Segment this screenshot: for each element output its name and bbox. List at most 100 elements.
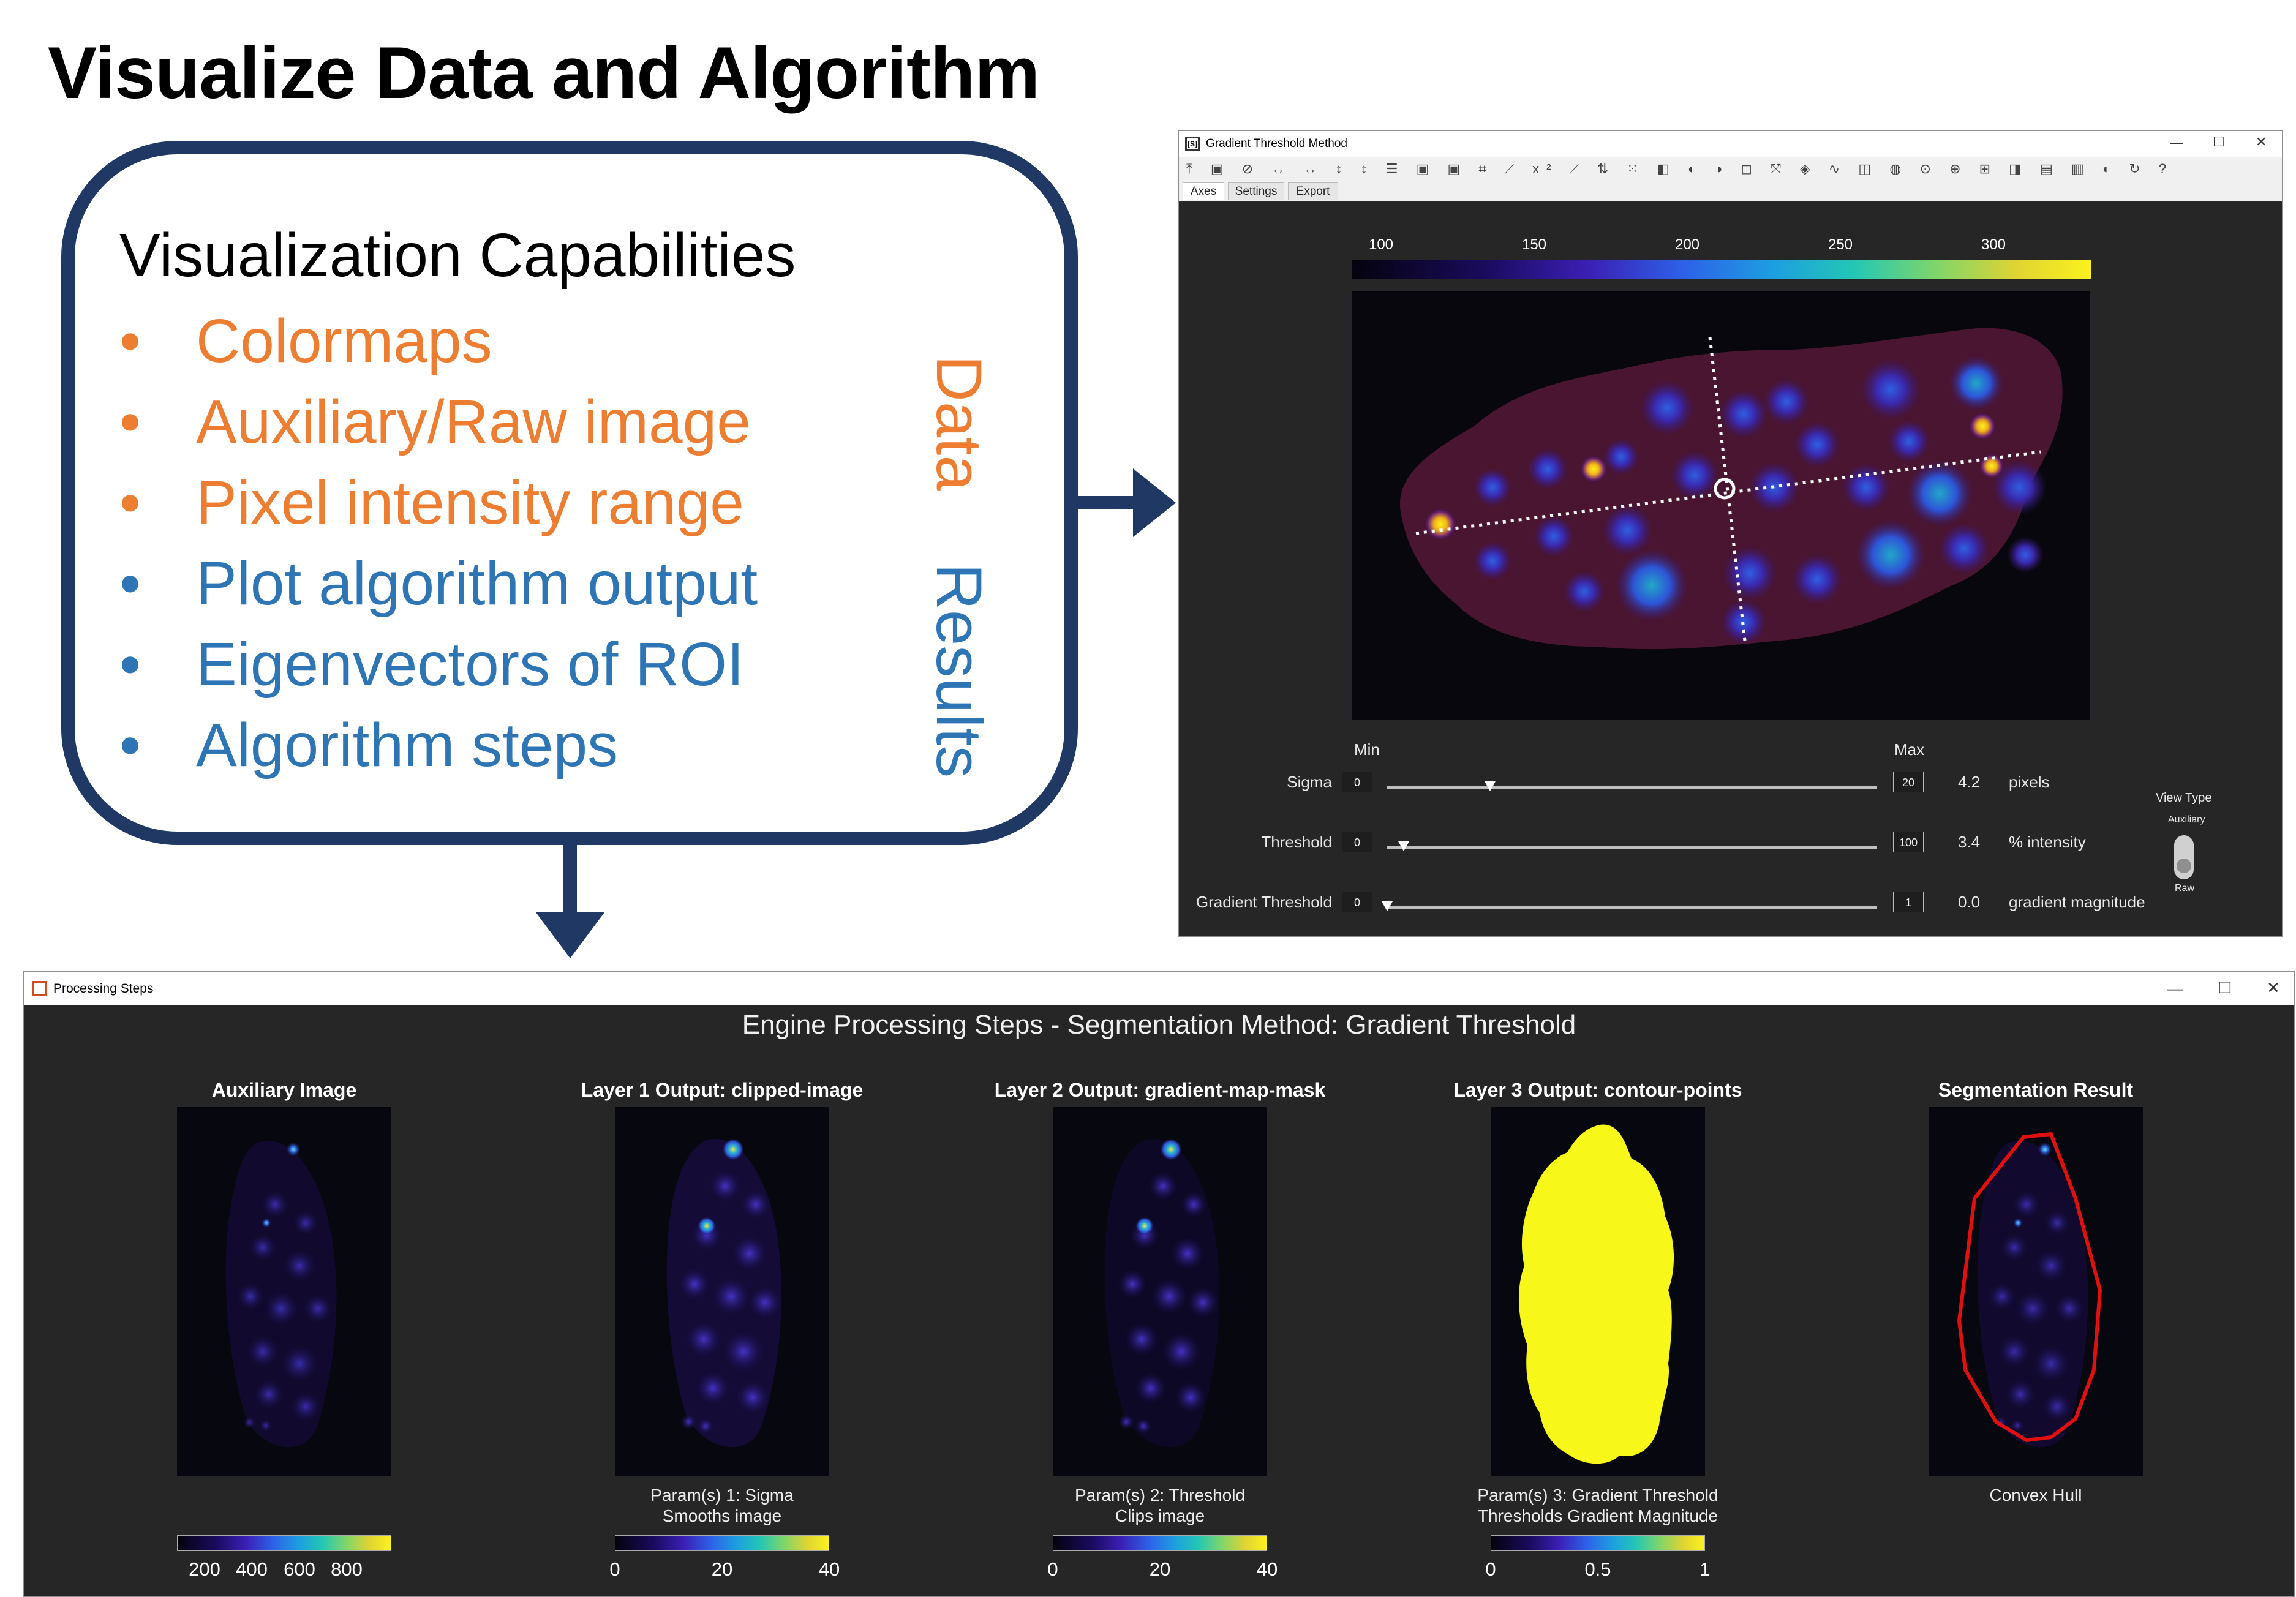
- colorbar-tick: 1: [1699, 1558, 1711, 1580]
- colorbar-tick: 20: [1149, 1558, 1171, 1580]
- colorbar-tick: 300: [1981, 236, 2006, 253]
- processing-heading: Engine Processing Steps - Segmentation M…: [742, 1010, 1576, 1040]
- view-type-auxiliary-label: Auxiliary: [2168, 814, 2205, 825]
- arrow-right-head: [1133, 468, 1176, 537]
- view-type-toggle[interactable]: [2174, 835, 2194, 879]
- panel-plot: [666, 1138, 782, 1448]
- colorbar-tick: 0: [1047, 1558, 1058, 1580]
- centroid-marker: [1714, 478, 1736, 500]
- threshold-value: 3.4: [1958, 833, 1981, 851]
- colorbar-tick: 100: [1368, 236, 1394, 253]
- tab-export[interactable]: Export: [1288, 182, 1338, 200]
- panel-colorbar: [1053, 1535, 1267, 1551]
- processing-steps-window: Processing Steps — ☐ ✕ Engine Processing…: [23, 971, 2295, 1597]
- figure-toolbar[interactable]: ⤒ ▣ ⊘ ↔ ↔ ↕ ↕ ☰ ▣ ▣ ⌗ ⟋ x² ⟋ ⇅ ⁙ ◧ ◐ ◑ ◻…: [1179, 157, 2282, 181]
- window-title: Processing Steps: [53, 982, 154, 996]
- threshold-label: Threshold: [1261, 833, 1332, 851]
- gradient-threshold-slider-track[interactable]: [1387, 906, 1877, 909]
- tab-axes[interactable]: Axes: [1183, 182, 1224, 200]
- panel-plot: [225, 1141, 337, 1448]
- close-icon[interactable]: ✕: [2267, 979, 2280, 997]
- clipped-image[interactable]: [615, 1107, 829, 1476]
- sigma-max-field[interactable]: 20: [1893, 772, 1924, 792]
- gradient-threshold-max-field[interactable]: 1: [1893, 892, 1924, 912]
- sigma-slider-track[interactable]: [1387, 786, 1877, 789]
- max-label: Max: [1894, 740, 1925, 759]
- panel-caption: Param(s) 3: Gradient Threshold Thresholds…: [1477, 1486, 1718, 1525]
- colorbar-tick: 200: [189, 1558, 220, 1580]
- colorbar-tick: 400: [236, 1558, 268, 1580]
- panel-caption: Convex Hull: [1989, 1486, 2082, 1505]
- gradient-threshold-window: [S] Gradient Threshold Method — ☐ ✕ ⤒ ▣ …: [1178, 130, 2283, 937]
- min-label: Min: [1354, 740, 1380, 759]
- view-type-toggle-knob[interactable]: [2177, 859, 2191, 873]
- embryo-image[interactable]: [1352, 291, 2090, 720]
- panel-caption: Param(s) 2: Threshold Clips image: [1074, 1486, 1246, 1525]
- sigma-unit: pixels: [2009, 773, 2050, 791]
- panel-plot: [1957, 1132, 2102, 1448]
- maximize-icon[interactable]: ☐: [2218, 979, 2232, 997]
- threshold-slider-track[interactable]: [1387, 846, 1877, 849]
- tab-settings[interactable]: Settings: [1228, 182, 1284, 200]
- panel-colorbar: [1491, 1535, 1705, 1551]
- capability-item-eigenvectors: • Eigenvectors of ROI: [119, 630, 744, 699]
- gradient-threshold-label: Gradient Threshold: [1195, 893, 1332, 911]
- slide-title: Visualize Data and Algorithm: [48, 32, 1040, 114]
- minimize-icon[interactable]: —: [2170, 135, 2183, 150]
- sigma-label: Sigma: [1287, 773, 1332, 791]
- gradient-map-mask-image[interactable]: [1053, 1107, 1267, 1476]
- window-title: Gradient Threshold Method: [1206, 137, 1347, 150]
- arrow-down-head: [536, 912, 604, 958]
- arrow-down: [563, 845, 577, 919]
- eigenvector-minor: [1708, 337, 1747, 641]
- maximize-icon[interactable]: ☐: [2213, 134, 2225, 149]
- threshold-min-field[interactable]: 0: [1342, 832, 1372, 852]
- matlab-icon: [32, 981, 47, 996]
- gradient-threshold-unit: gradient magnitude: [2009, 893, 2145, 911]
- colorbar-tick: 250: [1827, 236, 1853, 253]
- gradient-threshold-slider-thumb[interactable]: [1382, 901, 1393, 911]
- colorbar-tick: 0: [609, 1558, 620, 1580]
- image-plot: [1399, 328, 2063, 650]
- colorbar-tick: 20: [711, 1558, 733, 1580]
- contour-mask: [1518, 1124, 1674, 1464]
- panel-colorbar: [615, 1535, 829, 1551]
- capability-item-algorithm-steps: • Algorithm steps: [119, 711, 619, 780]
- colorbar-tick: 800: [331, 1558, 363, 1580]
- capabilities-title: Visualization Capabilities: [119, 221, 796, 290]
- contour-points-image[interactable]: [1491, 1107, 1705, 1476]
- auxiliary-image[interactable]: [177, 1107, 391, 1476]
- minimize-icon[interactable]: —: [2167, 979, 2183, 998]
- panel-plot: [1518, 1124, 1674, 1464]
- sigma-value: 4.2: [1958, 773, 1981, 791]
- close-icon[interactable]: ✕: [2256, 134, 2267, 149]
- view-type-raw-label: Raw: [2175, 883, 2195, 893]
- colorbar-tick: 40: [818, 1558, 840, 1580]
- threshold-unit: % intensity: [2009, 833, 2086, 851]
- threshold-slider-thumb[interactable]: [1398, 841, 1410, 851]
- view-type-label: View Type: [2156, 791, 2212, 805]
- gradient-threshold-min-field[interactable]: 0: [1342, 892, 1372, 912]
- panel-colorbar: [177, 1535, 391, 1551]
- colorbar-tick: 0: [1485, 1558, 1496, 1580]
- sigma-slider-thumb[interactable]: [1485, 781, 1496, 791]
- convex-hull-outline: [1957, 1132, 2102, 1443]
- segmentation-result-image[interactable]: [1929, 1107, 2143, 1476]
- results-label: Results: [923, 563, 995, 778]
- panel-title: Layer 3 Output: contour-points: [1453, 1079, 1742, 1101]
- window-titlebar: Processing Steps — ☐ ✕: [24, 972, 2294, 1005]
- panel-plot: [1104, 1138, 1219, 1448]
- capability-item-colormaps: • Colormaps: [119, 307, 492, 375]
- panel-title: Segmentation Result: [1938, 1079, 2134, 1101]
- sigma-min-field[interactable]: 0: [1342, 772, 1372, 792]
- colorbar-tick: 40: [1256, 1558, 1278, 1580]
- window-titlebar: [S] Gradient Threshold Method — ☐ ✕: [1179, 131, 2282, 157]
- panel-title: Layer 1 Output: clipped-image: [581, 1079, 864, 1101]
- threshold-max-field[interactable]: 100: [1893, 832, 1924, 852]
- colorbar-tick: 150: [1521, 236, 1547, 253]
- capability-item-plot-output: • Plot algorithm output: [119, 549, 758, 618]
- panel-title: Auxiliary Image: [211, 1079, 357, 1101]
- app-icon: [S]: [1185, 137, 1200, 151]
- panel-caption: Param(s) 1: Sigma Smooths image: [650, 1486, 794, 1525]
- nuclei: [1425, 356, 2047, 645]
